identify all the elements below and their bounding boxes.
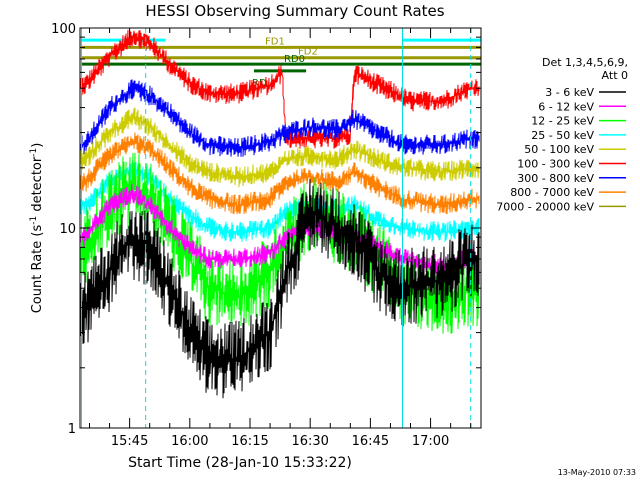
x-tick-label: 15:45 [111,434,148,449]
x-tick-label: 16:00 [171,434,208,449]
legend-header-attenuator: Att 0 [602,69,628,82]
flag-label-fd1: FD1 [265,36,285,47]
y-tick-label: 100 [51,22,76,37]
legend-header-detectors: Det 1,3,4,5,6,9, [542,56,628,69]
series-line-0 [80,29,480,149]
legend-entry-label: 12 - 25 keV [531,115,594,128]
legend-entry-label: 300 - 800 keV [517,172,594,185]
generated-timestamp: 13-May-2010 07:33 [558,468,636,477]
x-tick-label: 17:00 [412,434,449,449]
legend-entry-label: 3 - 6 keV [545,86,594,99]
x-axis: 15:45 16:00 16:15 16:30 16:45 17:00 [88,28,472,449]
legend-entry-label: 800 - 7000 keV [510,186,594,199]
series-line-2 [80,107,480,188]
legend-entry-label: 7000 - 20000 keV [496,200,594,213]
legend-entry-label: 6 - 12 keV [538,100,594,113]
series-line-3 [80,132,480,215]
y-tick-label: 1 [68,422,76,437]
flag-label-fd2: FD2 [298,47,318,58]
x-tick-label: 16:30 [291,434,328,449]
series-line-1 [80,79,480,157]
x-axis-label: Start Time (28-Jan-10 15:33:22) [128,455,352,471]
legend-entry-label: 25 - 50 keV [531,129,594,142]
x-tick-label: 16:45 [352,434,389,449]
y-tick-label: 10 [59,222,76,237]
x-tick-label: 16:15 [231,434,268,449]
series-layer [80,29,480,399]
series-line-6 [80,183,480,276]
series-line-7 [80,178,480,399]
chart-title: HESSI Observing Summary Count Rates [145,2,444,20]
legend-entry-label: 50 - 100 keV [524,143,594,156]
y-axis-label: Count Rate (s-1 detector-1) [29,143,45,314]
y-axis: 1 10 100 [51,22,481,437]
legend-entry-label: 100 - 300 keV [517,158,594,171]
flag-label-rd0: RD0 [284,54,305,65]
